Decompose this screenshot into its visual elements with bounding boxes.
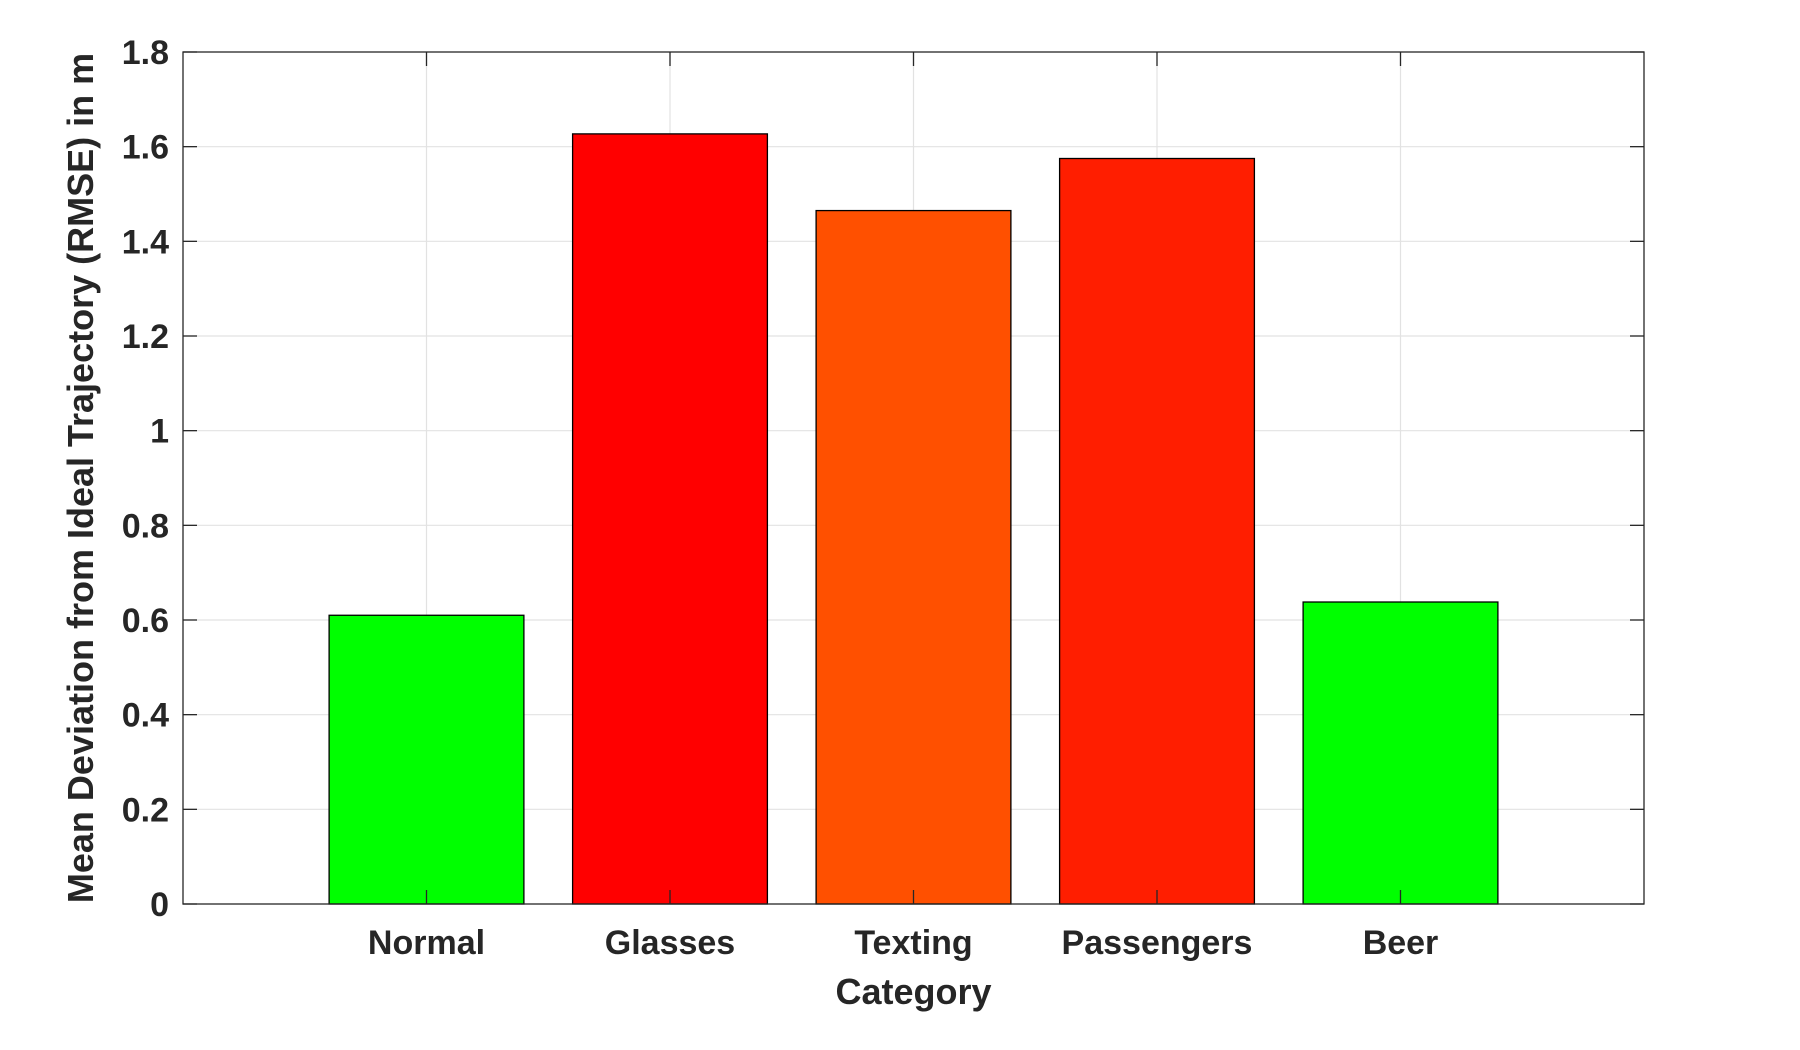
y-tick-label-0: 0	[150, 886, 169, 924]
y-tick-label-3: 0.6	[122, 602, 169, 640]
y-tick-label-4: 0.8	[122, 507, 169, 545]
x-tick-label-glasses: Glasses	[605, 924, 735, 962]
bar-texting	[815, 209, 1012, 905]
y-tick-label-8: 1.6	[122, 129, 169, 167]
y-tick-label-2: 0.4	[122, 697, 169, 735]
x-axis-ticks: Normal Glasses Texting Passengers Beer	[368, 52, 1438, 962]
y-axis-label: Mean Deviation from Ideal Trajectory (RM…	[60, 53, 101, 903]
y-tick-label-5: 1	[150, 413, 169, 451]
x-tick-label-texting: Texting	[854, 924, 972, 962]
bar-normal	[328, 614, 525, 905]
bar-passengers	[1058, 157, 1256, 905]
x-tick-label-normal: Normal	[368, 924, 485, 962]
y-tick-label-6: 1.2	[122, 318, 169, 356]
bar-glasses	[571, 133, 769, 905]
y-tick-label-9: 1.8	[122, 34, 169, 72]
x-tick-label-beer: Beer	[1363, 924, 1439, 962]
y-axis-ticks: 0 0.2 0.4 0.6 0.8 1 1.2 1.4 1.6 1.8	[122, 34, 1644, 924]
x-tick-label-passengers: Passengers	[1062, 924, 1253, 962]
y-tick-label-7: 1.4	[122, 223, 169, 261]
y-tick-label-1: 0.2	[122, 791, 169, 829]
bar-beer	[1302, 601, 1499, 905]
x-axis-label: Category	[835, 971, 991, 1012]
bars	[328, 133, 1499, 905]
